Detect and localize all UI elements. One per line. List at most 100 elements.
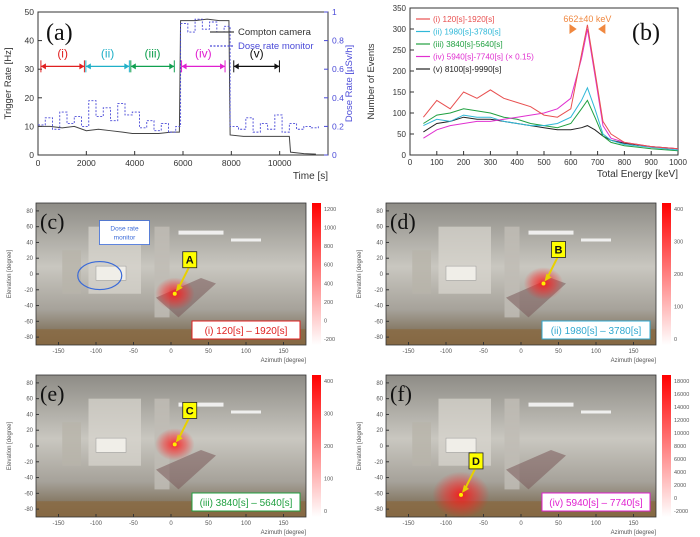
colorbar-tick-label: 0 [324, 318, 327, 324]
x-tick-label: 800 [618, 158, 632, 167]
y-tick-label: 40 [376, 412, 383, 418]
y-tick-label: 30 [25, 64, 35, 74]
colorbar-tick-label: 0 [674, 337, 677, 343]
x-tick-label: -150 [52, 521, 65, 527]
interval-box [191, 320, 301, 340]
arrow-head [220, 63, 226, 70]
colorbar-tick-label: 300 [324, 412, 333, 418]
window-arrow-left [569, 24, 577, 34]
panel-label: (a) [46, 20, 73, 46]
interval-text: (iii) 3840[s] – 5640[s] [200, 498, 293, 509]
y-tick-label: -20 [374, 460, 383, 466]
x-tick-label: -50 [129, 521, 138, 527]
ceiling-light [528, 402, 574, 407]
y-tick-label: -40 [374, 476, 383, 482]
interval-text: (i) 120[s] – 1920[s] [205, 326, 288, 337]
colorbar-tick-label: 8000 [674, 444, 686, 450]
panel-label: (b) [632, 20, 660, 46]
panel-label: (e) [40, 381, 64, 406]
y-tick-label: 40 [26, 240, 33, 246]
x-axis-label: Azimuth [degree] [261, 530, 307, 536]
x-tick-label: 2000 [77, 158, 96, 168]
x-axis-label: Total Energy [keV] [597, 169, 678, 180]
colorbar-tick-label: 800 [324, 244, 333, 250]
y-tick-label: -80 [374, 507, 383, 513]
y-tick-label: -40 [374, 304, 383, 310]
marker-label: D [472, 456, 480, 468]
marker-arrow-head [175, 283, 183, 292]
colorbar-tick-label: 100 [324, 477, 333, 483]
colorbar-tick-label: 18000 [674, 379, 689, 385]
x-tick-label: -100 [90, 349, 103, 355]
interval-label: (ii) [101, 46, 114, 60]
x-tick-label: 8000 [222, 158, 241, 168]
panel-label: (f) [390, 381, 412, 406]
y-tick-label: 20 [26, 428, 33, 434]
chart-a: 0 2000 4000 6000 8000 10000 0 10 20 30 40 50 0 0.2 0.4… [3, 7, 355, 182]
interval-text: (ii) 1980[s] – 3780[s] [551, 326, 642, 337]
y-axis-label: Elevation [degree] [357, 421, 363, 470]
interval-label: (i) [57, 46, 68, 60]
ceiling-light [178, 402, 224, 407]
y-axis-label: Trigger Rate [Hz] [3, 48, 14, 120]
heatmap-e: C-150 -100 -50 0 50 100 150806040200-20-40-60-… [7, 374, 333, 536]
ceiling-light [581, 410, 611, 414]
source-dot [172, 291, 177, 296]
x-tick-label: 150 [278, 349, 289, 355]
y2-tick-label: 0 [332, 150, 337, 160]
y-tick-label: -20 [24, 288, 33, 294]
interval-box [541, 320, 651, 340]
y-tick-label: -60 [374, 319, 383, 325]
colorbar-tick-label: 12000 [674, 418, 689, 424]
y2-tick-label: 0.2 [332, 121, 344, 131]
y-tick-label: 20 [376, 428, 383, 434]
y-tick-label: 0 [30, 272, 34, 278]
y-tick-label: 0 [380, 272, 384, 278]
colorbar-tick-label: 100 [674, 305, 683, 311]
y2-tick-label: 0.8 [332, 36, 344, 46]
arrow-head [40, 63, 46, 70]
desks [506, 449, 566, 490]
chart-b: 0 100 200 300 400 500 600 700 800 900 1000 0 50 100 15… [366, 4, 687, 180]
x-axis-label: Azimuth [degree] [261, 358, 307, 364]
x-tick-label: 400 [511, 158, 525, 167]
arrow-head [130, 63, 136, 70]
x-tick-label: -50 [479, 349, 488, 355]
y-tick-label: 20 [26, 256, 33, 262]
x-tick-label: 200 [457, 158, 471, 167]
x-tick-label: 150 [628, 521, 639, 527]
x-tick-label: 500 [537, 158, 551, 167]
y-axis-label: Elevation [degree] [7, 249, 13, 298]
colorbar-tick-label: 200 [324, 444, 333, 450]
x-tick-label: 50 [555, 521, 562, 527]
colorbar-tick-label: 0 [674, 496, 677, 502]
y-tick-label: 150 [393, 88, 407, 97]
y-tick-label: 60 [376, 397, 383, 403]
y-tick-label: 50 [25, 7, 35, 17]
x-tick-label: 100 [591, 521, 602, 527]
legend-label: (v) 8100[s]-9990[s] [433, 65, 501, 74]
ceiling-light [178, 230, 224, 235]
y-tick-label: 0 [30, 444, 34, 450]
y-tick-label: -80 [24, 335, 33, 341]
x-tick-label: 150 [278, 521, 289, 527]
interval-label: (iii) [145, 46, 161, 60]
series-line [423, 28, 679, 150]
y-axis-label: Elevation [degree] [7, 421, 13, 470]
colorbar [662, 375, 671, 517]
heatmap-c: A-150 -100 -50 0 50 100 150806040200-20-40-60-… [7, 202, 336, 364]
y-tick-label: 80 [26, 381, 33, 387]
y-tick-label: 0 [29, 150, 34, 160]
annotation-box [99, 220, 150, 245]
x-tick-label: 600 [564, 158, 578, 167]
y-tick-label: 80 [26, 209, 33, 215]
ceiling-light [528, 230, 574, 235]
window-arrow-right [598, 24, 606, 34]
marker-label: B [555, 244, 563, 256]
y2-tick-label: 0.6 [332, 64, 344, 74]
y-tick-label: -40 [24, 304, 33, 310]
ceiling-light [231, 238, 261, 242]
y-tick-label: 200 [393, 67, 407, 76]
desks [156, 449, 216, 490]
wall-unit [95, 265, 127, 281]
